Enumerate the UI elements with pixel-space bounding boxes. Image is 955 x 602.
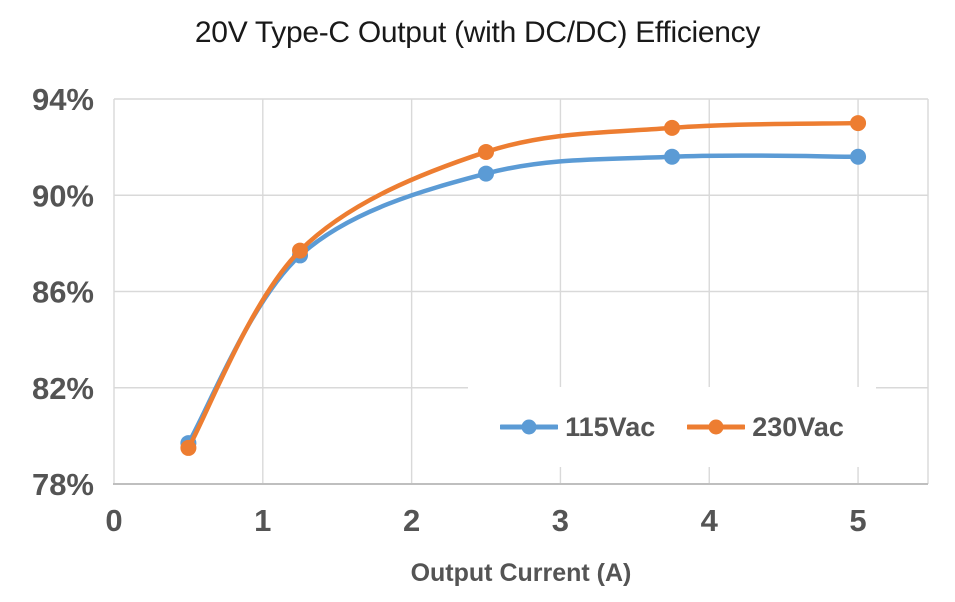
x-tick-label: 3 [552, 503, 569, 538]
legend-item-115vac: 115Vac [500, 412, 655, 443]
legend-label-115vac: 115Vac [565, 411, 656, 442]
legend-item-230vac: 230Vac [687, 412, 844, 443]
y-tick-label: 82% [32, 371, 94, 406]
data-point-115vac [664, 148, 681, 165]
x-tick-label: 1 [254, 503, 271, 538]
y-tick-label: 90% [32, 178, 94, 213]
x-tick-label: 0 [105, 503, 122, 538]
data-point-115vac [478, 165, 495, 182]
x-axis-title: Output Current (A) [410, 559, 632, 587]
legend: 115Vac 230Vac [468, 387, 876, 467]
x-tick-label: 4 [701, 503, 719, 538]
y-tick-label: 94% [32, 82, 94, 117]
x-tick-label: 2 [403, 503, 420, 538]
x-tick-label: 5 [849, 503, 866, 538]
data-point-230vac [478, 143, 495, 160]
data-point-230vac [180, 439, 197, 456]
line-marker-swatch-icon [687, 419, 746, 435]
y-tick-label: 86% [32, 275, 94, 310]
legend-label-230vac: 230Vac [752, 411, 844, 442]
data-point-115vac [850, 148, 867, 165]
line-marker-swatch-icon [500, 419, 559, 435]
data-point-230vac [664, 119, 681, 136]
y-tick-label: 78% [32, 467, 94, 502]
data-point-230vac [292, 242, 309, 259]
data-point-230vac [850, 115, 867, 132]
chart-title: 20V Type-C Output (with DC/DC) Efficienc… [194, 16, 761, 49]
